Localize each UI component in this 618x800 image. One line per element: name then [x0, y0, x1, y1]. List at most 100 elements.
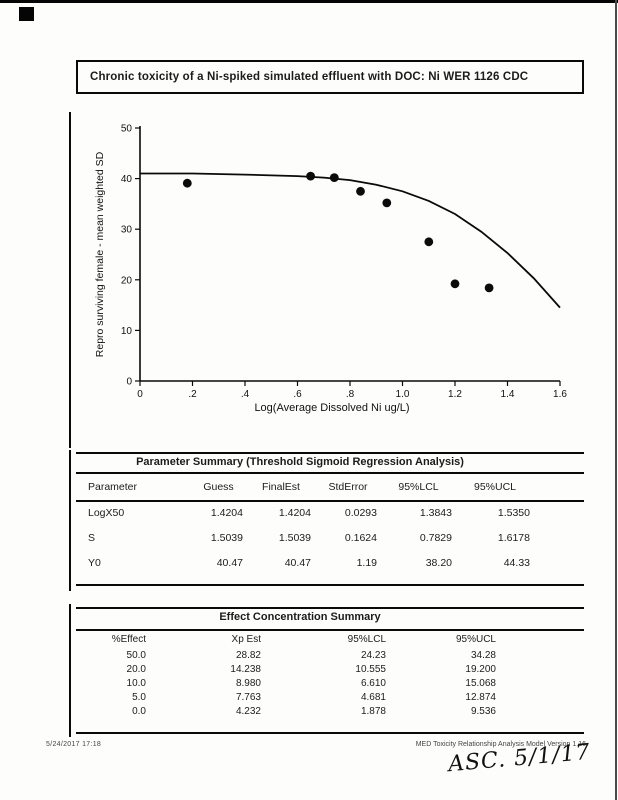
- divider: [76, 607, 584, 609]
- param-cell: 38.20: [425, 557, 452, 569]
- data-point: [329, 173, 339, 182]
- param-cell: Y0: [88, 557, 101, 569]
- effect-cell: 4.681: [360, 692, 386, 703]
- scan-edge-artifact-right: [615, 0, 617, 800]
- x-tick-label: .2: [188, 389, 197, 400]
- table-row: 10.0 8.980 6.610 15.068: [90, 678, 500, 691]
- param-cell: 0.0293: [344, 507, 377, 519]
- x-tick-label: .6: [293, 389, 302, 400]
- data-point: [424, 237, 434, 247]
- y-tick-label: 50: [121, 124, 133, 135]
- divider: [76, 629, 584, 631]
- divider: [76, 732, 584, 734]
- column-header: %Effect: [111, 634, 146, 645]
- data-point: [306, 171, 315, 181]
- parameter-section-border: [69, 450, 71, 591]
- param-cell: 1.3843: [419, 507, 452, 519]
- parameter-table-header-row: Parameter Guess FinalEst StdError 95%LCL…: [85, 481, 585, 497]
- table-row: 0.0 4.232 1.878 9.536: [90, 706, 500, 719]
- effect-cell: 8.980: [235, 678, 261, 689]
- table-row: S 1.5039 1.5039 0.1624 0.7829 1.6178: [85, 532, 585, 548]
- effect-cell: 28.82: [235, 650, 261, 661]
- x-tick-label: 1.0: [396, 389, 410, 400]
- column-header: Parameter: [88, 481, 138, 493]
- effect-summary-title: Effect Concentration Summary: [219, 611, 381, 623]
- effect-cell: 24.23: [360, 650, 386, 661]
- effect-cell: 20.0: [126, 664, 146, 675]
- param-cell: 40.47: [284, 557, 311, 569]
- effect-cell: 0.0: [132, 706, 146, 717]
- x-tick-label: 1.4: [501, 389, 515, 400]
- x-tick-label: 1.6: [553, 389, 567, 400]
- effect-cell: 14.238: [230, 664, 261, 675]
- column-header: 95%UCL: [473, 481, 517, 493]
- effect-cell: 5.0: [132, 692, 146, 703]
- scan-corner-mark: [19, 7, 34, 21]
- data-point: [484, 283, 494, 293]
- column-header: 95%LCL: [347, 634, 386, 645]
- footer-datetime: 5/24/2017 17:18: [46, 741, 102, 748]
- x-tick-label: .4: [241, 389, 250, 400]
- data-point: [356, 186, 365, 196]
- divider: [76, 472, 584, 474]
- effect-cell: 12.874: [465, 692, 496, 703]
- toxicity-regression-chart: 0 .2 .4 .6 .8 1.0 1.2 1.4 1.6 0 10 20 30 40 50 Log(Aver…: [94, 124, 567, 415]
- table-row: 20.0 14.238 10.555 19.200: [90, 664, 500, 677]
- x-tick-label: .8: [346, 389, 355, 400]
- param-cell: 0.7829: [419, 532, 452, 544]
- param-cell: 1.5039: [278, 532, 311, 544]
- data-point: [182, 178, 192, 188]
- divider: [76, 500, 584, 502]
- effect-cell: 50.0: [126, 650, 146, 661]
- data-point: [382, 198, 392, 208]
- x-tick-label: 0: [137, 389, 143, 400]
- effect-cell: 7.763: [235, 692, 261, 703]
- chart-section-border: [69, 112, 71, 448]
- footer-application: MED Toxicity Relationship Analysis Model…: [415, 741, 586, 748]
- effect-section-border: [69, 604, 71, 737]
- data-point: [450, 279, 460, 289]
- divider: [76, 584, 584, 586]
- table-row: 5.0 7.763 4.681 12.874: [90, 692, 500, 705]
- param-cell: 1.4204: [278, 507, 311, 519]
- y-tick-label: 20: [121, 275, 133, 286]
- column-header: 95%UCL: [455, 634, 496, 645]
- table-row: LogX50 1.4204 1.4204 0.0293 1.3843 1.535…: [85, 507, 585, 523]
- y-tick-label: 30: [121, 225, 133, 236]
- parameter-summary-title: Parameter Summary (Threshold Sigmoid Reg…: [136, 456, 464, 468]
- y-axis-label: Repro surviving female - mean weighted S…: [94, 151, 106, 357]
- param-cell: 1.5039: [210, 532, 243, 544]
- scan-edge-artifact-top: [0, 0, 618, 3]
- x-tick-label: 1.2: [448, 389, 462, 400]
- table-row: Y0 40.47 40.47 1.19 38.20 44.33: [85, 557, 585, 573]
- param-cell: 1.4204: [210, 507, 243, 519]
- param-cell: 40.47: [216, 557, 243, 569]
- effect-cell: 15.068: [465, 678, 496, 689]
- param-cell: 1.6178: [497, 532, 530, 544]
- effect-cell: 9.536: [470, 706, 496, 717]
- column-header: Guess: [203, 481, 234, 493]
- y-tick-label: 10: [121, 326, 133, 337]
- param-cell: S: [88, 532, 96, 544]
- param-cell: 0.1624: [344, 532, 377, 544]
- column-header: Xp Est: [231, 634, 261, 645]
- y-tick-label: 40: [121, 174, 133, 185]
- y-tick-label: 0: [126, 377, 132, 388]
- effect-cell: 10.555: [355, 664, 386, 675]
- param-cell: 1.5350: [497, 507, 530, 519]
- effect-cell: 6.610: [360, 678, 386, 689]
- effect-cell: 19.200: [465, 664, 496, 675]
- param-cell: LogX50: [88, 507, 125, 519]
- effect-cell: 4.232: [235, 706, 261, 717]
- divider: [76, 452, 584, 454]
- table-row: 50.0 28.82 24.23 34.28: [90, 650, 500, 663]
- column-header: FinalEst: [262, 481, 300, 493]
- param-cell: 44.33: [503, 557, 530, 569]
- column-header: StdError: [328, 481, 368, 493]
- effect-cell: 34.28: [470, 650, 496, 661]
- effect-cell: 1.878: [360, 706, 386, 717]
- x-axis-label: Log(Average Dissolved Ni ug/L): [254, 402, 409, 414]
- effect-table-header-row: %Effect Xp Est 95%LCL 95%UCL: [90, 634, 500, 647]
- column-header: 95%LCL: [398, 481, 439, 493]
